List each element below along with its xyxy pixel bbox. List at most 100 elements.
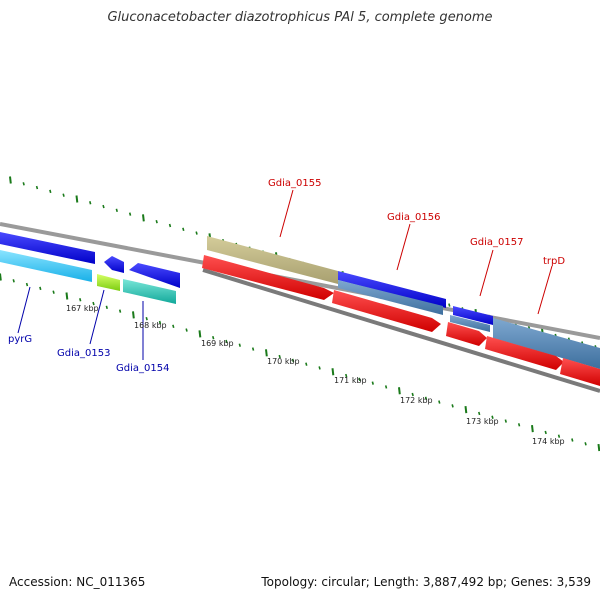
- gene-feature-red-1: [202, 255, 334, 300]
- minor-tick: [168, 223, 172, 228]
- minor-tick: [49, 189, 52, 194]
- gene-label-Gdia_0153: Gdia_0153: [57, 348, 110, 359]
- minor-tick: [155, 219, 158, 224]
- gene-feature-red-5: [560, 358, 600, 386]
- minor-tick: [25, 282, 29, 287]
- minor-tick: [195, 231, 198, 235]
- minor-tick: [102, 204, 105, 209]
- minor-tick: [451, 404, 454, 408]
- minor-tick: [491, 415, 494, 419]
- leader-line-trpD: [537, 265, 553, 315]
- minor-tick: [92, 301, 95, 306]
- minor-tick: [571, 438, 574, 442]
- leader-line-Gdia_0156: [396, 223, 411, 271]
- backbone-upper-line: [0, 222, 600, 340]
- gene-feature-Gdia_0155-band: [207, 236, 338, 284]
- minor-tick: [345, 373, 348, 378]
- minor-tick: [182, 227, 185, 231]
- major-tick: [198, 330, 202, 338]
- map-title: Gluconacetobacter diazotrophicus PAl 5, …: [107, 10, 493, 25]
- minor-tick: [225, 339, 228, 344]
- minor-tick: [517, 423, 521, 427]
- gene-feature-Gdia_0157-steel: [450, 315, 490, 332]
- major-tick: [9, 176, 12, 184]
- minor-tick: [118, 309, 122, 313]
- gene-feature-Gdia_0156-steel: [338, 280, 443, 315]
- gene-features[interactable]: [0, 232, 600, 386]
- minor-tick: [384, 385, 388, 389]
- minor-tick: [105, 305, 108, 310]
- scale-label: 170 kbp: [267, 357, 300, 366]
- minor-tick: [158, 320, 162, 325]
- minor-tick: [79, 298, 82, 302]
- major-tick: [331, 368, 335, 376]
- scale-label: 174 kbp: [532, 437, 565, 446]
- gene-label-Gdia_0156: Gdia_0156: [387, 212, 440, 223]
- gene-feature-arrow-left: [129, 263, 180, 288]
- minor-tick: [35, 185, 39, 190]
- scale-label: 167 kbp: [66, 304, 99, 313]
- major-tick: [464, 406, 468, 414]
- gene-feature-Gdia_0154: [123, 279, 176, 304]
- minor-tick: [411, 392, 414, 397]
- major-tick: [75, 195, 79, 203]
- gene-label-trpD: trpD: [543, 256, 565, 267]
- gene-feature-small-arrow: [104, 256, 124, 273]
- gene-feature-Gdia_0153: [97, 274, 120, 291]
- major-tick: [597, 443, 600, 452]
- leader-line-pyrG: [17, 286, 31, 334]
- gene-feature-pyrG-upper: [0, 232, 95, 264]
- major-tick: [531, 425, 534, 433]
- minor-tick: [305, 362, 308, 366]
- minor-tick: [478, 411, 481, 416]
- scale-labels: 167 kbp 168 kbp 169 kbp 170 kbp 171 kbp …: [66, 304, 565, 446]
- leader-line-Gdia_0153: [89, 289, 105, 345]
- minor-tick: [504, 419, 507, 423]
- minor-tick: [115, 208, 118, 213]
- scale-label: 172 kbp: [400, 396, 433, 405]
- major-tick: [0, 273, 2, 281]
- major-tick: [65, 292, 69, 300]
- gene-feature-red-3: [446, 322, 487, 346]
- minor-tick: [557, 434, 561, 438]
- minor-tick: [358, 377, 361, 382]
- gene-feature-red-4: [485, 336, 564, 370]
- minor-tick: [318, 366, 321, 370]
- minor-tick: [238, 343, 241, 347]
- minor-tick: [448, 303, 451, 307]
- minor-tick: [172, 324, 175, 328]
- minor-tick: [62, 193, 65, 197]
- minor-tick: [22, 182, 25, 186]
- major-tick: [132, 311, 135, 319]
- minor-tick: [291, 358, 295, 363]
- gene-leader-lines: [17, 189, 553, 360]
- gene-label-Gdia_0154: Gdia_0154: [116, 363, 169, 374]
- lower-tick-track: [0, 273, 600, 452]
- minor-tick: [89, 201, 92, 205]
- gene-labels[interactable]: pyrG Gdia_0153 Gdia_0154 Gdia_0155 Gdia_…: [8, 178, 565, 374]
- backbone-lines: [0, 222, 600, 393]
- minor-tick: [544, 430, 547, 435]
- gene-label-Gdia_0155: Gdia_0155: [268, 178, 321, 189]
- gene-label-Gdia_0157: Gdia_0157: [470, 237, 523, 248]
- minor-tick: [12, 279, 15, 283]
- scale-label: 169 kbp: [201, 339, 234, 348]
- gene-feature-red-2: [332, 290, 441, 332]
- leader-line-Gdia_0155: [279, 189, 294, 238]
- minor-tick: [128, 212, 132, 216]
- minor-tick: [584, 442, 587, 446]
- scale-label: 173 kbp: [466, 417, 499, 426]
- scale-label: 171 kbp: [334, 376, 367, 385]
- topology-text: Topology: circular; Length: 3,887,492 bp…: [261, 575, 591, 589]
- minor-tick: [438, 400, 441, 404]
- major-tick: [265, 349, 268, 357]
- minor-tick: [212, 335, 215, 340]
- minor-tick: [145, 316, 148, 321]
- accession-text: Accession: NC_011365: [9, 575, 146, 589]
- minor-tick: [251, 347, 255, 351]
- minor-tick: [39, 286, 42, 291]
- minor-tick: [371, 381, 374, 385]
- gene-feature-trpD-band: [493, 318, 600, 369]
- scale-label: 168 kbp: [134, 321, 167, 330]
